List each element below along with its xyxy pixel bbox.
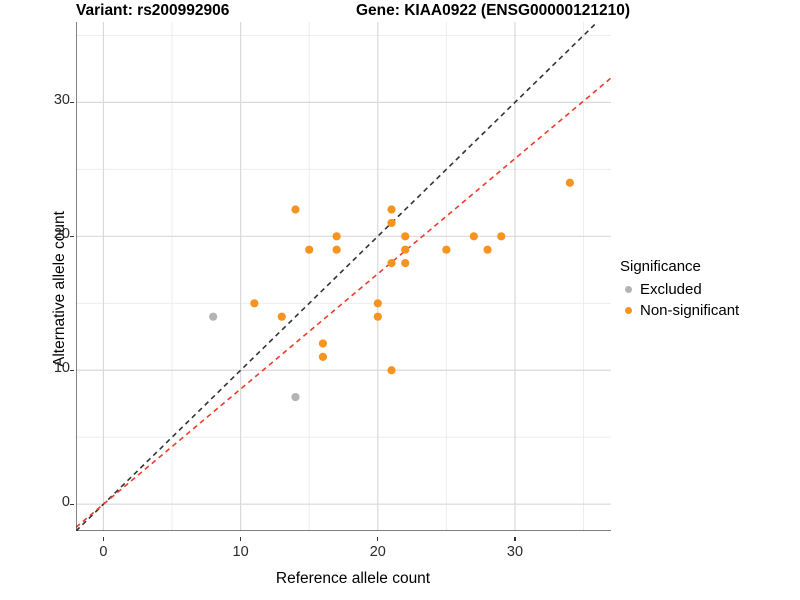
data-point — [318, 339, 328, 348]
data-point — [291, 392, 300, 402]
legend-title: Significance — [620, 258, 701, 275]
plot-canvas — [76, 22, 611, 531]
legend-dot-icon — [625, 307, 632, 314]
legend-item-label: Excluded — [640, 281, 702, 298]
legend-item-non-significant[interactable]: Non-significant — [620, 300, 800, 321]
legend-items: Excluded Non-significant — [620, 279, 800, 321]
x-tick-mark — [240, 537, 242, 541]
data-point — [332, 245, 341, 254]
x-tick-labels: 0 10 20 30 — [0, 537, 700, 567]
y-tick-mark — [70, 235, 74, 237]
x-tick-label: 30 — [506, 544, 524, 560]
y-tick-label: 20 — [53, 226, 70, 243]
legend: Significance Excluded Non-significant — [620, 258, 800, 321]
x-tick-mark — [514, 537, 516, 541]
data-point — [277, 312, 286, 321]
series-excluded — [209, 312, 300, 402]
data-point — [442, 245, 451, 254]
y-tick-label: 0 — [61, 494, 70, 511]
legend-item-excluded[interactable]: Excluded — [620, 279, 800, 300]
data-point — [291, 205, 300, 214]
x-tick-mark — [102, 537, 105, 541]
data-point — [305, 245, 314, 254]
y-tick-labels: 0 10 20 30 — [20, 0, 74, 560]
data-point — [373, 312, 382, 321]
x-tick-mark — [377, 537, 379, 541]
data-point — [401, 245, 410, 254]
data-point — [469, 232, 478, 241]
reference-line-identity — [76, 22, 599, 531]
data-point — [483, 245, 492, 254]
legend-item-label: Non-significant — [640, 302, 740, 319]
data-point — [387, 259, 396, 268]
data-point — [401, 232, 410, 241]
data-point — [565, 178, 574, 187]
data-point — [387, 218, 396, 228]
legend-dot-icon — [625, 286, 632, 293]
variant-title: Variant: rs200992906 — [76, 2, 230, 19]
y-tick-label: 10 — [53, 360, 70, 377]
data-point — [373, 299, 382, 308]
data-point — [401, 259, 410, 268]
data-point — [332, 232, 341, 241]
y-tick-mark — [70, 369, 74, 371]
plot-panel — [76, 22, 611, 531]
legend-key-swatch — [620, 281, 637, 298]
legend-key-swatch — [620, 302, 637, 319]
series-non-significant — [250, 178, 574, 375]
data-point — [209, 312, 218, 321]
data-point — [497, 232, 506, 241]
data-point — [318, 352, 328, 361]
data-point — [387, 205, 396, 214]
y-tick-mark — [70, 101, 74, 104]
data-point — [250, 299, 259, 308]
gene-title: Gene: KIAA0922 (ENSG00000121210) — [356, 2, 630, 19]
x-tick-label: 0 — [99, 544, 108, 560]
x-axis-label: Reference allele count — [275, 570, 431, 587]
data-point — [387, 366, 396, 375]
y-tick-mark — [70, 503, 74, 505]
title-row: Variant: rs200992906 Gene: KIAA0922 (ENS… — [0, 0, 800, 26]
y-tick-label: 30 — [53, 92, 70, 109]
x-tick-label: 10 — [232, 544, 249, 560]
x-tick-label: 20 — [369, 544, 386, 560]
